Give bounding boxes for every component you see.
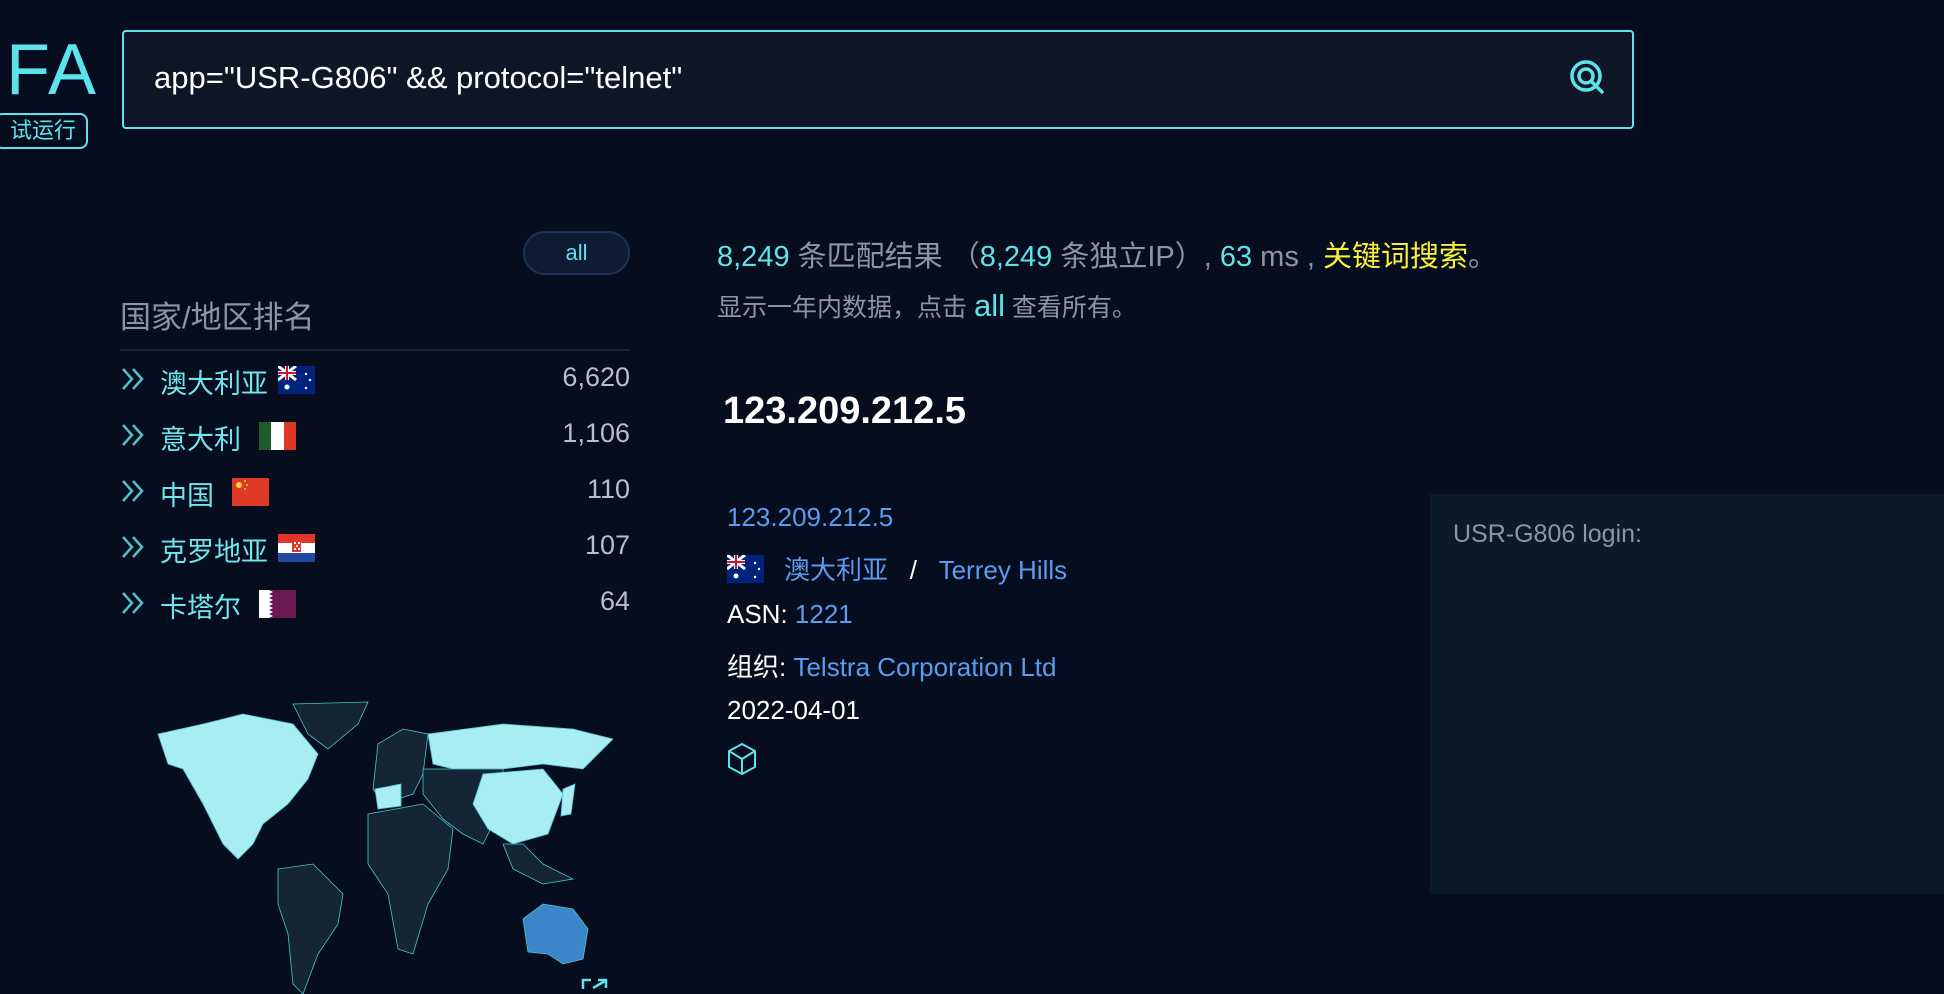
map-china xyxy=(472,768,564,845)
map-europe-west xyxy=(374,783,402,810)
beta-badge: 试运行 xyxy=(0,113,88,149)
data-range-hint: 显示一年内数据，点击 all 查看所有。 xyxy=(717,288,1137,324)
query-time: 63 xyxy=(1219,241,1253,273)
country-ranking-title: 国家/地区排名 xyxy=(120,300,315,335)
org-row: 组织: Telstra Corporation Ltd xyxy=(727,647,1056,684)
map-australia xyxy=(522,903,589,965)
map-japan xyxy=(560,783,576,817)
keyword-search-link[interactable]: 关键词搜索 xyxy=(1323,241,1469,273)
ip-link[interactable]: 123.209.212.5 xyxy=(727,502,894,532)
stats-text: 。 xyxy=(1468,241,1498,273)
hint-text: 查看所有。 xyxy=(1004,294,1137,322)
world-map[interactable] xyxy=(143,694,613,994)
map-europe xyxy=(372,728,429,805)
map-southeast-asia xyxy=(502,843,575,885)
country-name[interactable]: 意大利 xyxy=(160,425,241,455)
search-input[interactable]: app="USR-G806" && protocol="telnet" xyxy=(154,60,683,95)
china-flag-icon xyxy=(232,478,269,506)
banner-panel: USR-G806 login: xyxy=(1430,494,1944,894)
stats-text: 条匹配结果 （ xyxy=(789,241,980,273)
country-count: 6,620 xyxy=(562,362,630,392)
country-name[interactable]: 卡塔尔 xyxy=(160,593,241,623)
stats-text: ms , xyxy=(1252,241,1324,273)
divider xyxy=(120,349,630,351)
search-icon[interactable] xyxy=(1568,58,1608,98)
croatia-flag-icon xyxy=(278,534,315,562)
all-button[interactable]: all xyxy=(523,231,630,275)
map-north-america xyxy=(157,713,319,860)
asn-label: ASN: xyxy=(727,599,795,629)
city-link[interactable]: Terrey Hills xyxy=(938,555,1068,585)
double-chevron-icon xyxy=(122,480,144,502)
country-name[interactable]: 中国 xyxy=(160,481,214,511)
country-row[interactable]: 意大利 1,106 xyxy=(120,414,630,455)
location: 澳大利亚 / Terrey Hills xyxy=(726,550,1068,587)
double-chevron-icon xyxy=(122,592,144,614)
unique-ip-count: 8,249 xyxy=(979,241,1053,273)
asn-row: ASN: 1221 xyxy=(727,599,853,630)
result-ip-title[interactable]: 123.209.212.5 xyxy=(723,390,967,432)
qatar-flag-icon xyxy=(259,590,296,618)
map-south-america xyxy=(277,863,344,994)
org-link[interactable]: Telstra Corporation Ltd xyxy=(793,652,1057,682)
hint-text: 显示一年内数据，点击 xyxy=(717,294,974,322)
double-chevron-icon xyxy=(122,424,144,446)
country-count: 1,106 xyxy=(562,418,630,448)
separator: / xyxy=(909,555,917,585)
country-name[interactable]: 克罗地亚 xyxy=(160,537,268,567)
total-count: 8,249 xyxy=(717,241,790,273)
country-count: 107 xyxy=(584,530,630,560)
country-name[interactable]: 澳大利亚 xyxy=(160,369,268,399)
double-chevron-icon xyxy=(122,368,144,390)
australia-flag-icon xyxy=(278,366,315,394)
country-row[interactable]: 卡塔尔 64 xyxy=(120,582,630,623)
country-row[interactable]: 克罗地亚 107 xyxy=(120,526,630,567)
country-link[interactable]: 澳大利亚 xyxy=(784,555,889,585)
all-link[interactable]: all xyxy=(973,288,1005,323)
country-count: 64 xyxy=(599,586,630,616)
double-chevron-icon xyxy=(122,536,144,558)
australia-flag-icon xyxy=(726,553,764,583)
result-stats: 8,249 条匹配结果 （8,249 条独立IP）, 63 ms , 关键词搜索… xyxy=(717,233,1497,275)
logo[interactable]: FA xyxy=(6,30,99,110)
map-africa xyxy=(367,803,454,955)
map-russia xyxy=(427,723,613,770)
date: 2022-04-01 xyxy=(727,695,860,725)
org-label: 组织: xyxy=(727,652,794,682)
search-bar[interactable]: app="USR-G806" && protocol="telnet" xyxy=(122,30,1634,129)
italy-flag-icon xyxy=(259,422,296,450)
country-count: 110 xyxy=(586,474,630,504)
cube-icon[interactable] xyxy=(727,742,757,776)
asn-link[interactable]: 1221 xyxy=(794,599,853,629)
fullscreen-icon xyxy=(581,978,608,990)
stats-text: 条独立IP）, xyxy=(1052,241,1220,273)
country-row[interactable]: 澳大利亚 6,620 xyxy=(120,358,630,399)
country-row[interactable]: 中国 110 xyxy=(120,470,630,511)
banner-text: USR-G806 login: xyxy=(1453,520,1642,548)
map-greenland xyxy=(292,701,369,750)
